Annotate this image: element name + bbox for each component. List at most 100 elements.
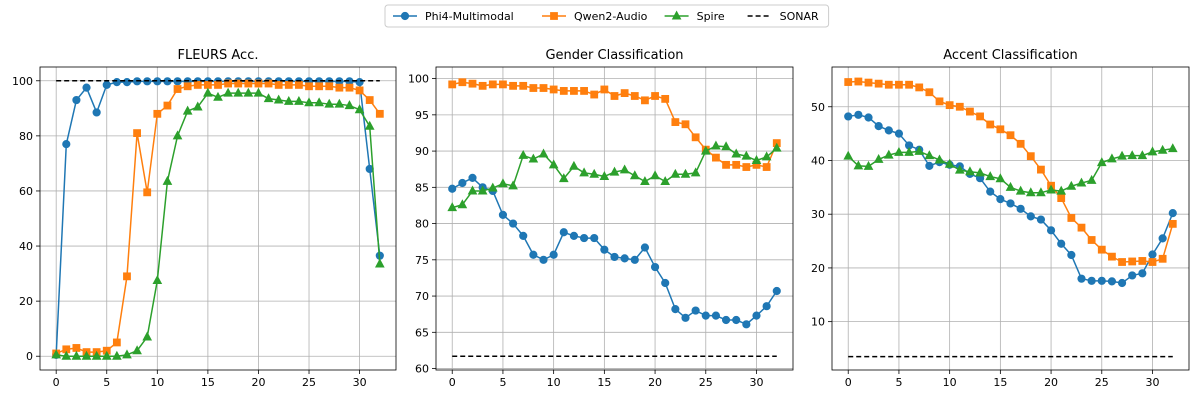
data-point bbox=[448, 184, 457, 193]
data-point bbox=[1157, 144, 1168, 154]
data-point bbox=[345, 83, 354, 92]
y-tick-label: 65 bbox=[415, 326, 429, 339]
data-point bbox=[173, 85, 182, 93]
data-point bbox=[712, 153, 720, 162]
data-point bbox=[690, 167, 701, 177]
data-point bbox=[528, 153, 539, 163]
data-point bbox=[498, 210, 508, 219]
data-point bbox=[182, 105, 193, 115]
data-point bbox=[183, 82, 192, 91]
data-point bbox=[915, 83, 924, 92]
chart-title: Accent Classification bbox=[943, 48, 1077, 63]
data-point bbox=[1057, 194, 1066, 202]
data-point bbox=[1147, 146, 1158, 156]
data-point bbox=[844, 112, 853, 121]
data-point bbox=[925, 161, 934, 170]
data-point bbox=[92, 108, 101, 117]
data-point bbox=[742, 163, 751, 171]
data-point bbox=[1026, 212, 1035, 221]
data-point bbox=[214, 81, 222, 89]
data-point bbox=[1096, 157, 1107, 167]
series-spire bbox=[447, 140, 782, 212]
x-tick-label: 30 bbox=[1145, 376, 1159, 389]
data-point bbox=[590, 90, 599, 99]
data-point bbox=[203, 81, 212, 89]
data-point bbox=[314, 97, 324, 107]
x-tick-label: 20 bbox=[251, 376, 265, 389]
data-point bbox=[742, 320, 751, 329]
data-point bbox=[905, 80, 913, 89]
data-point bbox=[671, 305, 680, 314]
data-point bbox=[701, 311, 710, 320]
data-point bbox=[1066, 180, 1077, 190]
data-point bbox=[478, 81, 487, 90]
data-point bbox=[112, 338, 121, 347]
data-point bbox=[935, 97, 944, 106]
data-point bbox=[721, 141, 731, 151]
data-point bbox=[374, 258, 385, 268]
x-tick-label: 10 bbox=[547, 376, 561, 389]
data-point bbox=[263, 93, 274, 103]
data-point bbox=[752, 311, 761, 320]
data-point bbox=[1006, 131, 1015, 140]
data-point bbox=[122, 349, 132, 359]
data-point bbox=[549, 250, 558, 259]
data-point bbox=[91, 350, 102, 360]
data-point bbox=[965, 166, 975, 176]
data-point bbox=[1117, 150, 1127, 160]
data-point bbox=[284, 81, 293, 89]
data-point bbox=[112, 350, 122, 360]
data-point bbox=[192, 101, 203, 111]
x-tick-label: 20 bbox=[648, 376, 662, 389]
x-tick-label: 10 bbox=[150, 376, 164, 389]
data-point bbox=[944, 158, 955, 168]
data-point bbox=[253, 87, 264, 97]
data-point bbox=[600, 85, 609, 94]
data-point bbox=[1158, 254, 1167, 263]
data-point bbox=[234, 79, 243, 88]
legend-entry-spire: Spire bbox=[664, 10, 725, 23]
y-tick-label: 60 bbox=[19, 185, 33, 198]
data-point bbox=[863, 160, 874, 170]
x-tick-label: 10 bbox=[943, 376, 957, 389]
data-point bbox=[1077, 274, 1086, 283]
data-point bbox=[996, 125, 1005, 134]
chart-fleurs-accuracy: FLEURS Acc. 0 5 10 15 20 25 30 0 20 40 60 80 100 bbox=[12, 48, 397, 389]
data-point bbox=[975, 167, 985, 177]
data-point bbox=[966, 107, 974, 116]
data-point bbox=[325, 82, 334, 91]
y-tick-label: 75 bbox=[415, 254, 429, 267]
data-point bbox=[934, 154, 945, 164]
data-point bbox=[304, 97, 314, 107]
y-tick-label: 50 bbox=[811, 101, 825, 114]
data-point bbox=[1076, 177, 1087, 187]
data-point bbox=[610, 252, 619, 262]
data-point bbox=[1127, 150, 1138, 160]
series-qwen2-audio bbox=[52, 79, 384, 358]
data-point bbox=[630, 92, 639, 100]
data-point bbox=[589, 168, 600, 178]
x-tick-label: 15 bbox=[201, 376, 215, 389]
data-point bbox=[914, 145, 925, 155]
legend-entry-sonar: SONAR bbox=[747, 10, 819, 23]
data-point bbox=[945, 101, 954, 110]
data-point bbox=[732, 315, 741, 325]
data-point bbox=[620, 89, 629, 97]
data-point bbox=[519, 231, 528, 240]
x-tick-label: 5 bbox=[895, 376, 902, 389]
data-point bbox=[853, 160, 864, 170]
data-point bbox=[294, 95, 304, 105]
data-point bbox=[1168, 209, 1177, 218]
data-point bbox=[955, 102, 964, 111]
data-point bbox=[72, 95, 81, 105]
data-point bbox=[700, 145, 711, 155]
data-point bbox=[457, 199, 468, 209]
data-point bbox=[619, 164, 630, 174]
y-tick-label: 40 bbox=[19, 240, 33, 253]
series-phi4-multimodal bbox=[52, 77, 384, 359]
data-point bbox=[620, 254, 629, 263]
data-point bbox=[660, 176, 671, 186]
data-point bbox=[1026, 152, 1035, 161]
data-point bbox=[1037, 165, 1045, 174]
data-point bbox=[731, 148, 742, 158]
